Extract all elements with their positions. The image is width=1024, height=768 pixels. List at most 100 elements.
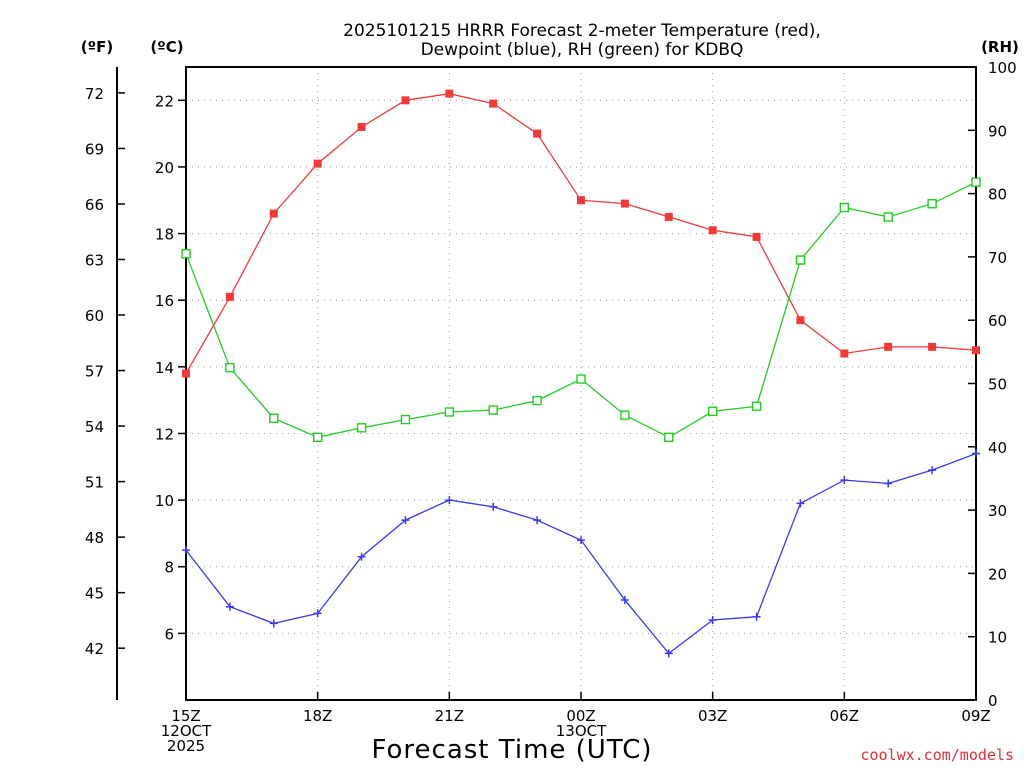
temperature-point: [796, 316, 805, 325]
celsius-tick-label: 14: [155, 359, 174, 377]
temperature-point: [708, 226, 717, 235]
celsius-unit-label: (ºC): [150, 38, 183, 56]
dewpoint-point: [489, 502, 498, 511]
dewpoint-point: [445, 496, 454, 505]
fahrenheit-tick-label: 63: [85, 251, 104, 269]
rh-point: [488, 405, 498, 415]
fahrenheit-tick-label: 72: [85, 85, 104, 103]
rh-point: [225, 362, 235, 373]
rh-point: [576, 374, 586, 384]
fahrenheit-tick-label: 42: [85, 640, 104, 658]
temperature-point: [313, 159, 322, 168]
rh-point: [269, 413, 279, 424]
temperature-point: [620, 199, 629, 208]
celsius-tick-label: 8: [164, 559, 174, 577]
fahrenheit-tick-label: 69: [85, 140, 104, 158]
rh-point: [620, 410, 630, 420]
fahrenheit-tick-label: 45: [85, 585, 104, 603]
rh-point: [444, 407, 455, 417]
rh-tick-label: 30: [988, 502, 1007, 520]
dewpoint-point: [884, 479, 893, 488]
dewpoint-point: [182, 546, 190, 555]
series-layer: [181, 89, 981, 658]
dewpoint-point: [313, 609, 322, 618]
temperature-point: [664, 212, 673, 221]
rh-tick-label: 60: [988, 312, 1007, 330]
time-tick-label: 2025: [167, 737, 205, 755]
dewpoint-point: [533, 516, 542, 525]
dewpoint-point: [225, 602, 234, 611]
dewpoint-point: [796, 499, 805, 508]
temperature-point: [182, 369, 190, 378]
time-tick-label: 06Z: [830, 707, 859, 725]
celsius-tick-label: 22: [155, 92, 174, 110]
rh-point: [927, 199, 937, 209]
rh-tick-label: 50: [988, 376, 1007, 394]
rh-point: [532, 395, 542, 406]
time-tick-label: 00Z: [566, 707, 595, 725]
rh-tick-label: 10: [988, 629, 1007, 647]
temperature-point: [577, 196, 585, 205]
temperature-point: [752, 232, 761, 241]
fahrenheit-tick-label: 60: [85, 307, 104, 325]
rh-tick-label: 100: [988, 59, 1017, 77]
rh-point: [312, 432, 323, 443]
fahrenheit-unit-label: (ºF): [81, 38, 113, 56]
dewpoint-point: [620, 596, 629, 605]
dewpoint-point: [708, 616, 717, 625]
time-tick-label: 09Z: [961, 707, 990, 725]
fahrenheit-tick-label: 57: [85, 363, 104, 381]
time-tick-label: 03Z: [698, 707, 727, 725]
rh-tick-label: 20: [988, 565, 1007, 583]
dewpoint-point: [752, 612, 761, 621]
rh-tick-label: 0: [988, 692, 998, 710]
temperature-point: [928, 342, 937, 351]
celsius-axis: 6 8 10 12 14 16 18 20 22: [155, 92, 186, 643]
rh-tick-label: 40: [988, 439, 1007, 457]
temperature-point: [840, 349, 849, 358]
rh-line: [185, 181, 977, 439]
temperature-point: [884, 342, 893, 351]
celsius-tick-label: 16: [155, 292, 174, 310]
celsius-tick-label: 18: [155, 226, 174, 244]
time-tick-label: 13OCT: [556, 722, 607, 740]
dewpoint-point: [357, 552, 366, 561]
dewpoint-point: [401, 516, 410, 525]
temperature-point: [357, 122, 366, 131]
celsius-tick-label: 20: [155, 159, 174, 177]
rh-point: [707, 406, 718, 417]
rh-tick-label: 80: [988, 186, 1007, 204]
dewpoint-point: [664, 649, 673, 658]
temperature-point: [489, 99, 498, 108]
dewpoint-point: [840, 476, 849, 485]
fahrenheit-tick-label: 66: [85, 196, 104, 214]
time-tick-label: 12OCT: [161, 722, 212, 740]
temperature-point: [445, 89, 454, 98]
rh-point: [400, 414, 411, 425]
fahrenheit-tick-label: 48: [85, 529, 104, 547]
x-axis-title: Forecast Time (UTC): [371, 735, 652, 765]
rh-tick-label: 70: [988, 249, 1007, 267]
temperature-point: [225, 292, 234, 301]
temperature-point: [972, 346, 980, 355]
fahrenheit-axis: 42 45 48 51 54 57 60 63 66 69 72: [85, 85, 125, 658]
fahrenheit-tick-label: 51: [85, 474, 104, 492]
celsius-tick-label: 12: [155, 425, 174, 443]
chart-title-line1: 2025101215 HRRR Forecast 2-meter Tempera…: [343, 21, 821, 41]
celsius-tick-label: 10: [155, 492, 174, 510]
rh-point: [664, 432, 674, 443]
rh-point: [751, 401, 762, 411]
time-tick-label: 18Z: [303, 707, 332, 725]
rh-point: [839, 202, 850, 213]
dewpoint-point: [269, 619, 278, 628]
temperature-point: [269, 209, 278, 218]
time-tick-label: 21Z: [435, 707, 464, 725]
rh-unit-label: (RH): [981, 38, 1019, 56]
dewpoint-point: [972, 449, 980, 458]
rh-point: [971, 177, 981, 187]
fahrenheit-tick-label: 54: [85, 418, 104, 436]
chart-title-line2: Dewpoint (blue), RH (green) for KDBQ: [421, 40, 744, 60]
dewpoint-point: [577, 536, 585, 545]
